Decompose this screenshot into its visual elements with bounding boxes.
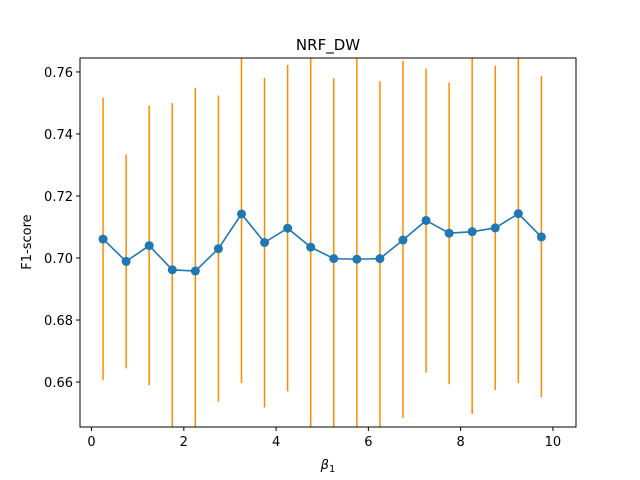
data-point xyxy=(536,232,546,242)
data-point xyxy=(260,238,270,247)
data-point xyxy=(467,227,477,237)
chart-title: NRF_DW xyxy=(296,36,360,55)
marker-group xyxy=(98,209,546,276)
y-tick-label: 0.76 xyxy=(44,66,73,81)
data-point xyxy=(306,242,316,252)
series-line-group xyxy=(102,212,542,272)
errorbar-group xyxy=(102,58,543,427)
data-point xyxy=(98,234,108,244)
x-tick-label: 6 xyxy=(364,435,372,450)
data-point xyxy=(398,235,408,245)
y-tick-label: 0.68 xyxy=(44,314,73,329)
axes-frame xyxy=(79,57,577,428)
data-point xyxy=(421,215,431,225)
data-point xyxy=(352,254,362,264)
data-point xyxy=(444,228,454,238)
plot-area xyxy=(98,58,546,427)
data-point xyxy=(490,223,500,233)
y-axis-ticks: 0.66 0.68 0.70 0.72 0.74 0.76 xyxy=(44,66,80,391)
data-point xyxy=(283,223,293,233)
data-point xyxy=(167,265,177,275)
data-point xyxy=(121,256,131,266)
y-tick-label: 0.66 xyxy=(44,376,73,391)
x-axis-label-subscript: 1 xyxy=(329,464,335,475)
x-tick-label: 4 xyxy=(272,435,280,450)
x-axis-label-symbol: β xyxy=(320,458,329,473)
y-tick-label: 0.72 xyxy=(44,190,73,205)
data-point xyxy=(236,209,246,219)
data-point xyxy=(190,266,200,276)
x-tick-label: 8 xyxy=(457,435,465,450)
y-tick-label: 0.70 xyxy=(44,252,73,267)
data-point xyxy=(144,241,154,251)
x-tick-label: 0 xyxy=(87,435,95,450)
x-tick-label: 2 xyxy=(180,435,188,450)
data-point xyxy=(329,254,339,264)
y-axis-label: F1-score xyxy=(20,214,35,269)
series-line xyxy=(102,212,542,272)
x-axis-ticks: 0 2 4 6 8 10 xyxy=(87,427,561,450)
data-point xyxy=(375,254,385,264)
x-axis-label: β1 xyxy=(320,458,336,475)
data-point xyxy=(513,209,523,219)
data-point xyxy=(213,244,223,254)
x-tick-label: 10 xyxy=(545,435,562,450)
y-tick-label: 0.74 xyxy=(44,128,73,143)
